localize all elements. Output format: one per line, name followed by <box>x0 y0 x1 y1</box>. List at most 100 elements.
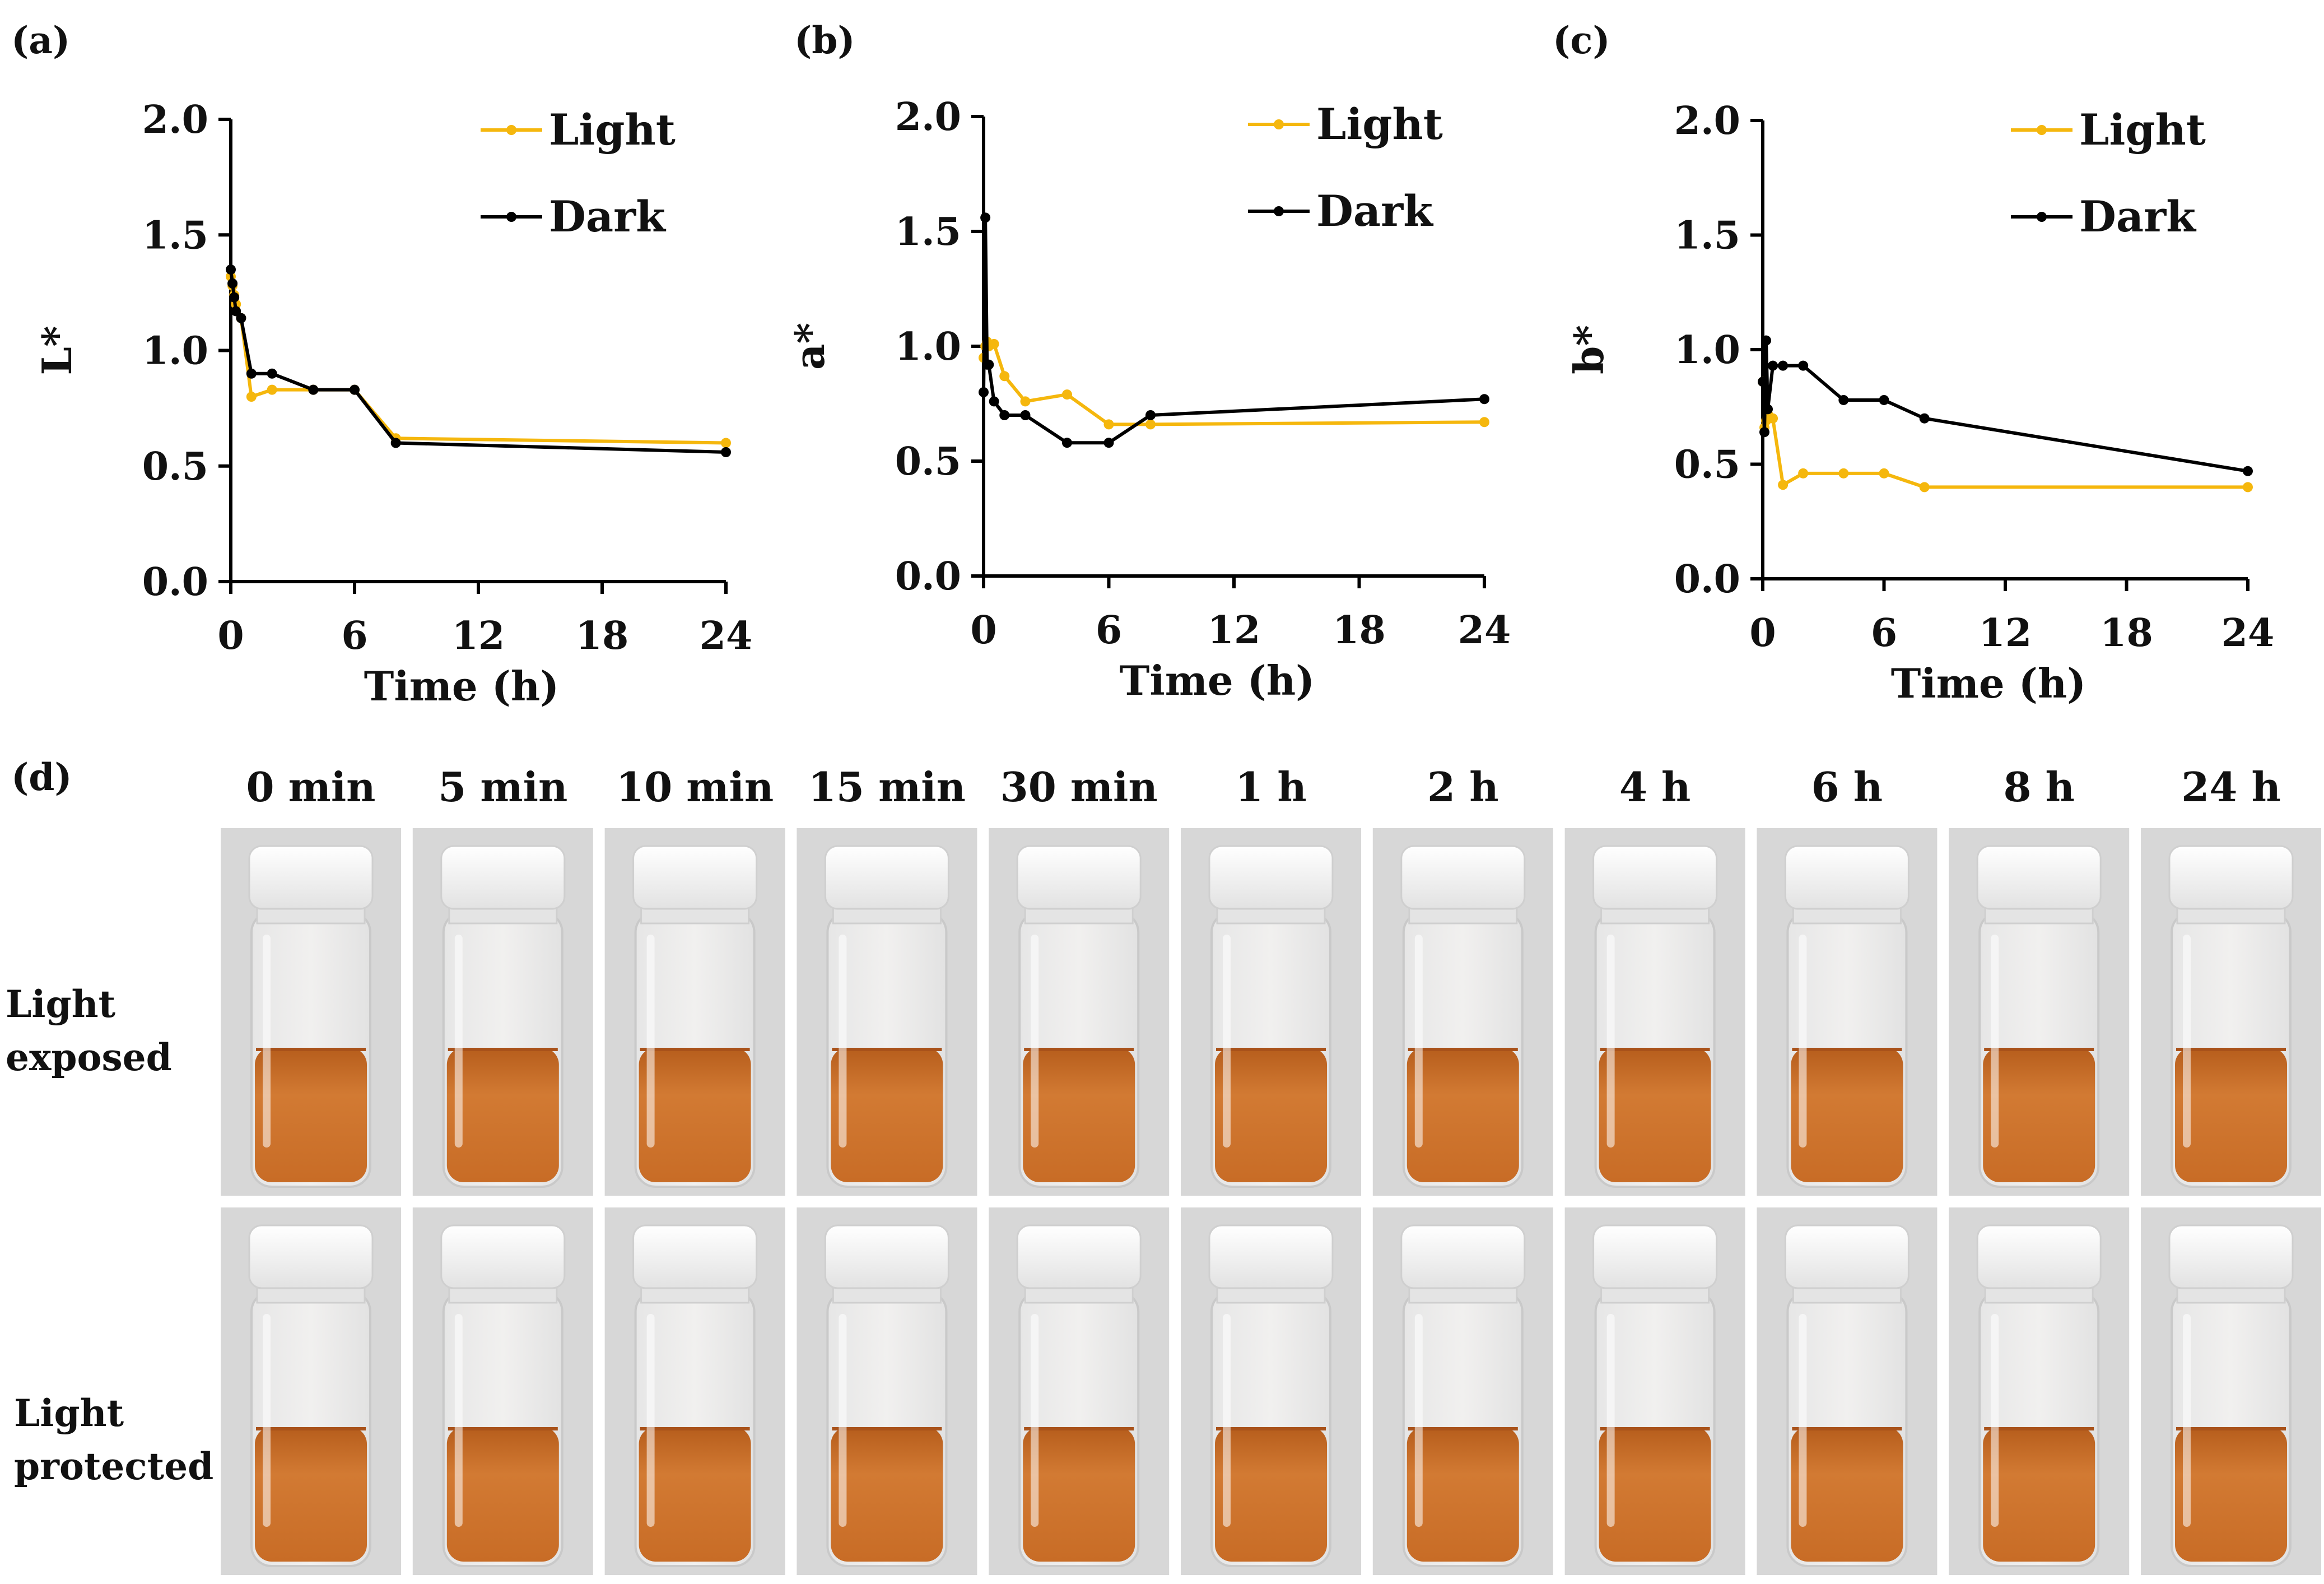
data-point-dark <box>989 396 999 407</box>
data-point-light <box>1103 419 1114 430</box>
y-axis-title: L* <box>33 326 81 375</box>
data-point-dark <box>229 292 240 303</box>
vial-cap <box>824 845 949 910</box>
vial-cap <box>1592 1224 1718 1289</box>
glass-highlight <box>2183 1314 2191 1527</box>
y-tick-label: 1.5 <box>142 213 208 258</box>
glass-highlight <box>1414 935 1423 1148</box>
data-point-dark <box>1758 377 1768 387</box>
series-line-dark <box>1761 338 2248 473</box>
vial-liquid <box>255 1427 367 1562</box>
data-point-dark <box>721 447 731 457</box>
chart-l-star: 0.0 0.5 1.0 1.5 2.0 0 6 12 18 24 Time (h) L* Light Da… <box>33 97 752 710</box>
vial-liquid <box>1406 1048 1519 1182</box>
vial-liquid <box>1023 1427 1135 1562</box>
y-tick-label: 2.0 <box>895 95 961 140</box>
vial-liquid <box>1406 1427 1519 1562</box>
vial-photo-grid <box>221 828 2321 1575</box>
data-point-dark <box>1759 427 1770 438</box>
row-label-exposed-line2: exposed <box>6 1035 172 1079</box>
glass-highlight <box>1031 935 1039 1148</box>
vial-liquid <box>1215 1048 1327 1182</box>
vial-cap <box>1208 1224 1334 1289</box>
data-point-light <box>1778 480 1789 490</box>
vial-liquid <box>1791 1427 1903 1562</box>
x-tick-label: 12 <box>1979 611 2032 656</box>
vial-liquid <box>1215 1427 1327 1562</box>
data-point-dark <box>226 264 236 275</box>
legend-swatch-marker <box>506 125 516 135</box>
data-point-light <box>989 338 999 349</box>
x-tick-label: 0 <box>970 608 996 653</box>
x-tick-label: 24 <box>700 614 753 658</box>
vial-cap <box>2168 1224 2294 1289</box>
vial-photo <box>2141 828 2321 1196</box>
data-point-dark <box>1020 410 1031 420</box>
data-point-dark <box>984 359 994 370</box>
data-point-dark <box>1763 404 1773 415</box>
vial-liquid <box>2175 1048 2287 1182</box>
glass-highlight <box>839 935 847 1148</box>
vial-photo <box>1181 828 1361 1196</box>
legend-swatch-marker <box>2037 125 2047 135</box>
y-tick-label: 0.5 <box>895 439 961 484</box>
panel-label-c: (c) <box>1553 18 1610 62</box>
x-tick-label: 24 <box>2221 611 2275 656</box>
vial-cap <box>2168 845 2294 910</box>
vial-photo <box>604 1207 785 1575</box>
data-point-light <box>1919 482 1930 493</box>
data-point-dark <box>1838 394 1849 405</box>
y-tick-label: 0.5 <box>142 444 208 489</box>
vial-photo <box>1757 1207 1938 1575</box>
series-line-dark <box>229 269 726 454</box>
panel-label-a: (a) <box>11 18 70 62</box>
legend-swatch-marker <box>1274 119 1284 129</box>
y-tick-label: 1.0 <box>142 329 208 374</box>
data-point-dark <box>390 438 401 448</box>
vial-cap <box>1784 1224 1910 1289</box>
vial-cap <box>1400 845 1526 910</box>
x-tick-label: 12 <box>1208 608 1261 653</box>
data-point-light <box>1798 468 1809 479</box>
row-label-protected-line2: protected <box>14 1444 213 1488</box>
x-tick-label: 24 <box>1458 608 1511 653</box>
data-point-dark <box>1798 360 1809 371</box>
data-point-dark <box>227 278 238 289</box>
x-tick-label: 18 <box>2100 611 2153 656</box>
vial-photo <box>797 828 977 1196</box>
glass-highlight <box>1991 935 1999 1148</box>
x-axis-title: Time (h) <box>1891 659 2086 707</box>
glass-highlight <box>1223 1314 1231 1527</box>
vial-photo <box>989 1207 1170 1575</box>
glass-highlight <box>646 1314 655 1527</box>
vial-photo <box>1372 828 1553 1196</box>
time-label: 24 h <box>2181 763 2281 811</box>
y-tick-label: 1.0 <box>1674 328 1740 373</box>
y-tick-label: 0.0 <box>142 560 208 605</box>
legend-swatch-marker <box>2037 212 2047 222</box>
data-point-dark <box>350 384 360 395</box>
vial-photo <box>989 828 1170 1196</box>
data-point-dark <box>1479 394 1489 405</box>
vial-cap <box>1592 845 1718 910</box>
chart-a-star: 0.0 0.5 1.0 1.5 2.0 0 6 12 18 24 Time (h) a* Light Da… <box>786 95 1511 704</box>
data-point-dark <box>999 410 1010 420</box>
glass-highlight <box>454 935 463 1148</box>
data-point-dark <box>1778 360 1789 371</box>
data-point-light <box>1838 468 1849 479</box>
vial-photo <box>1949 1207 2130 1575</box>
vial-photo <box>604 828 785 1196</box>
vial-photo <box>1949 828 2130 1196</box>
glass-highlight <box>263 935 271 1148</box>
vial-cap <box>1784 845 1910 910</box>
series-line-dark <box>982 216 1485 445</box>
y-tick-label: 0.0 <box>1674 557 1740 602</box>
vial-liquid <box>1599 1048 1711 1182</box>
data-point-light <box>721 438 731 448</box>
glass-highlight <box>454 1314 463 1527</box>
vial-cap <box>1400 1224 1526 1289</box>
vial-photo <box>1372 1207 1553 1575</box>
time-label: 4 h <box>1619 763 1691 811</box>
time-label: 1 h <box>1235 763 1307 811</box>
